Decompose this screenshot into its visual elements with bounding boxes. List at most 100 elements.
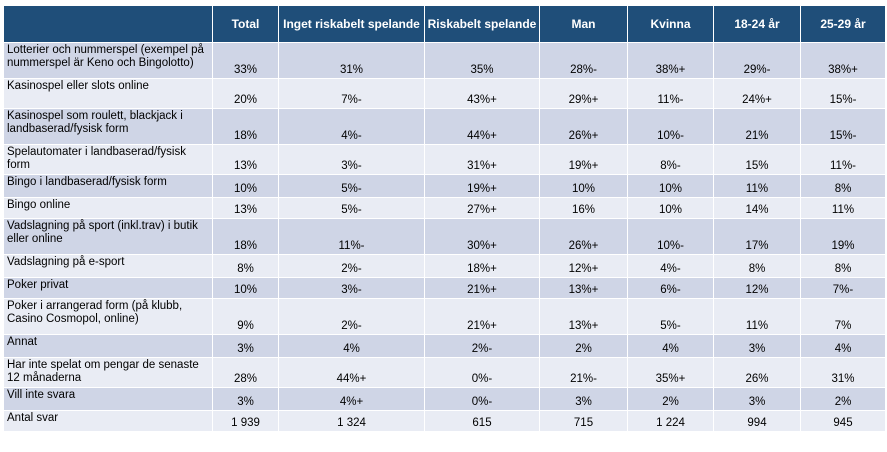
cell-man: 13%+	[539, 277, 628, 299]
results-table: Total Inget riskabelt spelande Riskabelt…	[3, 5, 886, 432]
table-row: Vill inte svara 3% 4%+ 0%- 3% 2% 3% 2%	[3, 387, 886, 411]
cell-kvinna: 8%-	[627, 144, 714, 175]
cell-total: 8%	[212, 254, 279, 278]
cell-risk: 30%+	[424, 218, 540, 255]
cell-no-risk: 3%-	[278, 144, 425, 175]
cell-risk: 27%+	[424, 197, 540, 219]
results-table-container: Total Inget riskabelt spelande Riskabelt…	[3, 5, 886, 432]
cell-18-24: 24%+	[713, 78, 801, 109]
cell-total: 3%	[212, 334, 279, 358]
cell-18-24: 21%	[713, 108, 801, 145]
row-label: Bingo i landbaserad/fysisk form	[3, 174, 213, 198]
cell-man: 3%	[539, 387, 628, 411]
cell-total: 10%	[212, 277, 279, 299]
cell-25-29: 15%-	[800, 78, 886, 109]
cell-man: 13%+	[539, 298, 628, 335]
row-label: Kasinospel eller slots online	[3, 78, 213, 109]
cell-18-24: 3%	[713, 334, 801, 358]
cell-25-29: 38%+	[800, 42, 886, 79]
row-label: Kasinospel som roulett, blackjack i land…	[3, 108, 213, 145]
cell-risk: 2%-	[424, 334, 540, 358]
cell-man: 19%+	[539, 144, 628, 175]
cell-kvinna: 35%+	[627, 357, 714, 388]
row-label: Vadslagning på e-sport	[3, 254, 213, 278]
header-cell-18-24: 18-24 år	[713, 5, 801, 43]
cell-risk: 0%-	[424, 387, 540, 411]
cell-no-risk: 1 324	[278, 410, 425, 432]
header-row: Total Inget riskabelt spelande Riskabelt…	[3, 5, 886, 43]
cell-25-29: 945	[800, 410, 886, 432]
cell-no-risk: 4%+	[278, 387, 425, 411]
cell-no-risk: 31%	[278, 42, 425, 79]
cell-man: 28%-	[539, 42, 628, 79]
cell-risk: 21%+	[424, 277, 540, 299]
cell-18-24: 14%	[713, 197, 801, 219]
row-label: Poker privat	[3, 277, 213, 299]
header-cell-total: Total	[212, 5, 279, 43]
cell-kvinna: 4%	[627, 334, 714, 358]
cell-kvinna: 4%-	[627, 254, 714, 278]
cell-25-29: 19%	[800, 218, 886, 255]
row-label: Bingo online	[3, 197, 213, 219]
cell-risk: 35%	[424, 42, 540, 79]
table-row: Bingo online 13% 5%- 27%+ 16% 10% 14% 11…	[3, 197, 886, 219]
cell-total: 33%	[212, 42, 279, 79]
row-label: Annat	[3, 334, 213, 358]
row-label: Antal svar	[3, 410, 213, 432]
cell-total: 3%	[212, 387, 279, 411]
cell-18-24: 29%-	[713, 42, 801, 79]
cell-25-29: 15%-	[800, 108, 886, 145]
table-row: Lotterier och nummerspel (exempel på num…	[3, 42, 886, 79]
cell-kvinna: 6%-	[627, 277, 714, 299]
header-cell-no-risk: Inget riskabelt spelande	[278, 5, 425, 43]
cell-25-29: 8%	[800, 254, 886, 278]
table-row: Poker i arrangerad form (på klubb, Casin…	[3, 298, 886, 335]
cell-man: 12%+	[539, 254, 628, 278]
header-cell-man: Man	[539, 5, 628, 43]
cell-no-risk: 5%-	[278, 197, 425, 219]
row-label: Lotterier och nummerspel (exempel på num…	[3, 42, 213, 79]
cell-total: 9%	[212, 298, 279, 335]
cell-man: 715	[539, 410, 628, 432]
cell-risk: 43%+	[424, 78, 540, 109]
cell-no-risk: 5%-	[278, 174, 425, 198]
cell-total: 10%	[212, 174, 279, 198]
cell-25-29: 11%-	[800, 144, 886, 175]
table-row: Antal svar 1 939 1 324 615 715 1 224 994…	[3, 410, 886, 432]
cell-25-29: 4%	[800, 334, 886, 358]
cell-25-29: 7%-	[800, 277, 886, 299]
cell-no-risk: 4%-	[278, 108, 425, 145]
table-row: Vadslagning på e-sport 8% 2%- 18%+ 12%+ …	[3, 254, 886, 278]
cell-18-24: 8%	[713, 254, 801, 278]
cell-man: 10%	[539, 174, 628, 198]
cell-kvinna: 2%	[627, 387, 714, 411]
cell-man: 2%	[539, 334, 628, 358]
cell-risk: 21%+	[424, 298, 540, 335]
cell-kvinna: 5%-	[627, 298, 714, 335]
cell-man: 26%+	[539, 218, 628, 255]
cell-man: 21%-	[539, 357, 628, 388]
row-label: Spelautomater i landbaserad/fysisk form	[3, 144, 213, 175]
row-label: Poker i arrangerad form (på klubb, Casin…	[3, 298, 213, 335]
cell-risk: 18%+	[424, 254, 540, 278]
cell-no-risk: 4%	[278, 334, 425, 358]
cell-18-24: 12%	[713, 277, 801, 299]
cell-no-risk: 11%-	[278, 218, 425, 255]
cell-18-24: 3%	[713, 387, 801, 411]
cell-total: 20%	[212, 78, 279, 109]
row-label: Vill inte svara	[3, 387, 213, 411]
cell-no-risk: 2%-	[278, 298, 425, 335]
cell-18-24: 26%	[713, 357, 801, 388]
header-cell-empty	[3, 5, 213, 43]
cell-total: 28%	[212, 357, 279, 388]
header-cell-risk: Riskabelt spelande	[424, 5, 540, 43]
cell-man: 26%+	[539, 108, 628, 145]
cell-kvinna: 10%-	[627, 218, 714, 255]
header-cell-25-29: 25-29 år	[800, 5, 886, 43]
cell-no-risk: 44%+	[278, 357, 425, 388]
cell-no-risk: 7%-	[278, 78, 425, 109]
cell-kvinna: 10%-	[627, 108, 714, 145]
cell-risk: 31%+	[424, 144, 540, 175]
cell-total: 1 939	[212, 410, 279, 432]
cell-risk: 615	[424, 410, 540, 432]
